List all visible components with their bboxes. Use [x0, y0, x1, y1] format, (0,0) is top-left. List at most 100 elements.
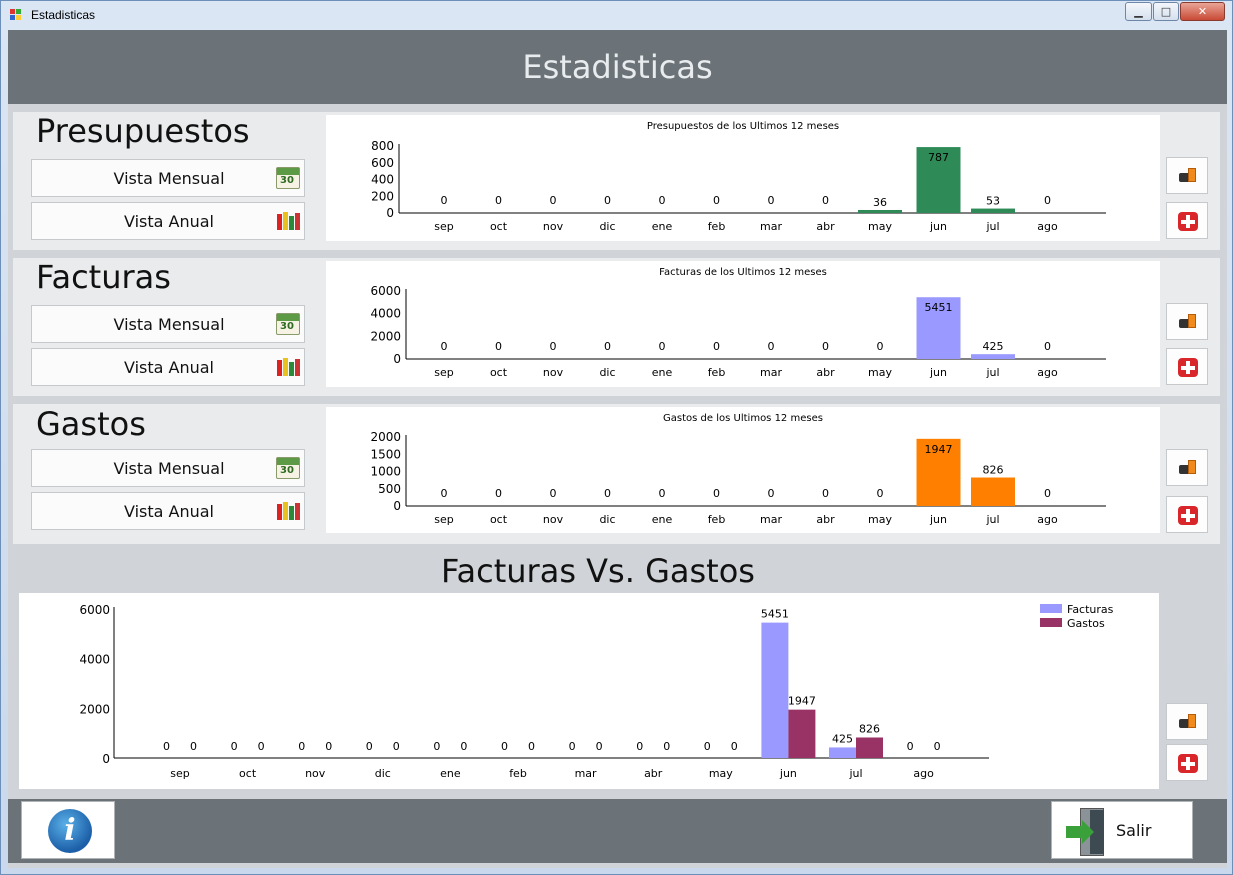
bar	[916, 438, 961, 506]
comparison-title: Facturas Vs. Gastos	[441, 552, 755, 590]
bar	[916, 297, 961, 359]
y-tick-label: 200	[371, 189, 394, 203]
data-label: 0	[907, 740, 914, 753]
minimize-button[interactable]: ▁	[1125, 2, 1152, 21]
y-tick-label: 4000	[79, 653, 110, 667]
print-button[interactable]	[1166, 703, 1208, 740]
x-tick-label: feb	[708, 513, 726, 526]
legend-label: Facturas	[1067, 603, 1114, 616]
yearly-view-button[interactable]: Vista Anual	[31, 202, 305, 240]
panel-presupuestos: Presupuestos Vista Mensual 30 Vista Anua…	[13, 112, 1220, 250]
chart-facturas-vs-gastos: 0 2000 4000 6000 0 0 sep 0 0 oct 0 0 nov 0 0 dic 0 0 ene 0 0…	[19, 593, 1159, 789]
close-chart-button[interactable]	[1166, 348, 1208, 385]
exit-door-icon	[1066, 808, 1112, 856]
x-tick-label: nov	[543, 513, 564, 526]
chart-facturas-svg: Facturas de los Ultimos 12 meses 0 2000 400…	[370, 267, 1106, 379]
info-button[interactable]: i	[21, 801, 115, 859]
monthly-view-button[interactable]: Vista Mensual 30	[31, 449, 305, 487]
legend-label: Gastos	[1067, 617, 1105, 630]
page-title: Estadisticas	[522, 48, 713, 86]
data-label: 0	[495, 487, 502, 500]
data-label: 0	[441, 340, 448, 353]
data-label: 36	[873, 196, 887, 209]
client-area: Estadisticas Presupuestos Vista Mensual …	[8, 30, 1227, 868]
panel-title: Facturas	[36, 258, 171, 296]
red-cross-icon	[1178, 506, 1198, 525]
binders-icon	[276, 500, 300, 522]
bar-gastos	[788, 709, 816, 758]
button-label: Vista Anual	[123, 501, 214, 521]
legend-swatch	[1040, 618, 1062, 627]
bar	[971, 477, 1015, 506]
data-label: 0	[550, 194, 557, 207]
x-tick-label: mar	[760, 366, 782, 379]
x-tick-label: ago	[1037, 513, 1058, 526]
footer-bar: i Salir	[8, 799, 1227, 863]
x-tick-label: abr	[644, 767, 663, 780]
y-tick-label: 2000	[370, 329, 401, 343]
title-bar: Estadisticas ▁ □ ✕	[1, 1, 1232, 29]
chart-title: Gastos de los Ultimos 12 meses	[663, 413, 823, 424]
x-tick-label: jun	[929, 366, 947, 379]
data-label: 0	[163, 740, 170, 753]
data-label: 0	[596, 740, 603, 753]
x-tick-label: sep	[170, 767, 189, 780]
x-tick-label: abr	[816, 513, 835, 526]
print-button[interactable]	[1166, 449, 1208, 486]
x-tick-label: may	[868, 366, 892, 379]
data-label: 0	[550, 487, 557, 500]
calendar-icon: 30	[276, 167, 300, 189]
chart-gastos: Gastos de los Ultimos 12 meses 0 500 1000 15…	[326, 407, 1160, 533]
data-label: 5451	[925, 301, 953, 314]
x-tick-label: may	[868, 513, 892, 526]
button-label: Vista Mensual	[113, 314, 225, 334]
app-icon	[10, 9, 23, 21]
data-label: 0	[231, 740, 238, 753]
y-tick-label: 2000	[79, 702, 110, 716]
x-tick-label: mar	[760, 513, 782, 526]
print-button[interactable]	[1166, 157, 1208, 194]
data-label: 0	[604, 487, 611, 500]
y-tick-label: 4000	[370, 307, 401, 321]
data-label: 0	[433, 740, 440, 753]
data-label: 0	[659, 340, 666, 353]
y-tick-label: 0	[102, 752, 110, 766]
data-label: 0	[258, 740, 265, 753]
x-tick-label: abr	[816, 220, 835, 233]
bar-facturas	[829, 747, 856, 758]
data-label: 0	[822, 194, 829, 207]
maximize-button[interactable]: □	[1153, 2, 1179, 21]
data-label: 0	[569, 740, 576, 753]
button-label: Vista Anual	[123, 357, 214, 377]
panel-title: Gastos	[36, 405, 146, 443]
x-tick-label: nov	[543, 220, 564, 233]
printer-icon	[1179, 314, 1197, 330]
x-tick-label: ene	[440, 767, 461, 780]
close-button[interactable]: ✕	[1180, 2, 1225, 21]
chart-facturas: Facturas de los Ultimos 12 meses 0 2000 400…	[326, 261, 1160, 387]
yearly-view-button[interactable]: Vista Anual	[31, 348, 305, 386]
page-header: Estadisticas	[8, 30, 1227, 104]
x-tick-label: sep	[434, 366, 453, 379]
monthly-view-button[interactable]: Vista Mensual 30	[31, 159, 305, 197]
data-label: 1947	[925, 443, 953, 456]
chart-gastos-svg: Gastos de los Ultimos 12 meses 0 500 1000 15…	[370, 413, 1106, 526]
exit-button[interactable]: Salir	[1051, 801, 1193, 859]
binders-icon	[276, 356, 300, 378]
y-tick-label: 0	[393, 499, 401, 513]
close-chart-button[interactable]	[1166, 496, 1208, 533]
y-tick-label: 0	[386, 206, 394, 220]
data-label: 0	[528, 740, 535, 753]
close-chart-button[interactable]	[1166, 744, 1208, 781]
data-label: 0	[659, 194, 666, 207]
monthly-view-button[interactable]: Vista Mensual 30	[31, 305, 305, 343]
y-tick-label: 2000	[370, 430, 401, 444]
data-label: 0	[768, 194, 775, 207]
y-tick-label: 800	[371, 139, 394, 153]
close-chart-button[interactable]	[1166, 202, 1208, 239]
yearly-view-button[interactable]: Vista Anual	[31, 492, 305, 530]
y-tick-label: 600	[371, 156, 394, 170]
button-label: Vista Mensual	[113, 168, 225, 188]
x-tick-label: jul	[985, 366, 999, 379]
print-button[interactable]	[1166, 303, 1208, 340]
